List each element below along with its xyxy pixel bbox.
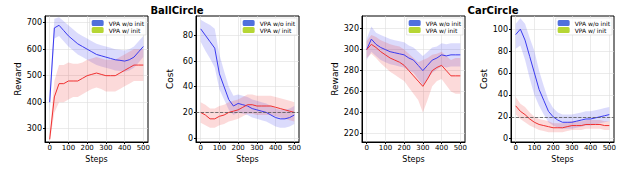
- svg-text:100: 100: [528, 144, 541, 152]
- svg-text:Reward: Reward: [330, 62, 340, 96]
- svg-text:Steps: Steps: [402, 155, 424, 164]
- svg-text:CarCircle: CarCircle: [468, 5, 519, 16]
- svg-text:100: 100: [379, 144, 392, 152]
- svg-text:200: 200: [546, 144, 559, 152]
- svg-text:500: 500: [27, 71, 42, 80]
- svg-text:VPA w/o init: VPA w/o init: [575, 20, 611, 27]
- svg-text:400: 400: [584, 144, 597, 152]
- svg-text:300: 300: [250, 144, 263, 152]
- svg-text:280: 280: [344, 66, 359, 75]
- svg-text:300: 300: [344, 45, 359, 54]
- svg-text:300: 300: [565, 144, 578, 152]
- svg-text:VPA w/o init: VPA w/o init: [426, 20, 462, 27]
- svg-text:Cost: Cost: [479, 69, 489, 89]
- svg-text:VPA w/o init: VPA w/o init: [109, 20, 145, 27]
- svg-text:100: 100: [62, 144, 75, 152]
- svg-text:Reward: Reward: [13, 62, 23, 96]
- svg-text:60: 60: [498, 68, 508, 77]
- svg-text:BallCircle: BallCircle: [150, 5, 203, 16]
- svg-text:0: 0: [47, 144, 51, 152]
- svg-text:300: 300: [99, 144, 112, 152]
- svg-text:100: 100: [213, 144, 226, 152]
- svg-text:500: 500: [454, 144, 467, 152]
- svg-text:VPA w/o init: VPA w/o init: [260, 20, 296, 27]
- svg-text:VPA w/ init: VPA w/ init: [575, 27, 607, 34]
- svg-text:300: 300: [27, 124, 42, 133]
- svg-text:260: 260: [344, 87, 359, 96]
- svg-text:0: 0: [198, 144, 202, 152]
- svg-text:500: 500: [288, 144, 301, 152]
- svg-text:500: 500: [603, 144, 616, 152]
- svg-text:240: 240: [344, 108, 359, 117]
- svg-text:VPA w/ init: VPA w/ init: [426, 27, 458, 34]
- svg-text:200: 200: [397, 144, 410, 152]
- svg-text:0: 0: [364, 144, 368, 152]
- svg-text:60: 60: [183, 57, 193, 66]
- svg-text:Steps: Steps: [551, 155, 573, 164]
- svg-text:40: 40: [498, 90, 508, 99]
- svg-text:320: 320: [344, 24, 359, 33]
- svg-text:700: 700: [27, 18, 42, 27]
- svg-text:400: 400: [435, 144, 448, 152]
- svg-text:0: 0: [503, 134, 508, 143]
- svg-text:80: 80: [498, 47, 508, 56]
- svg-text:200: 200: [80, 144, 93, 152]
- svg-text:220: 220: [344, 129, 359, 138]
- svg-text:100: 100: [493, 25, 508, 34]
- svg-text:400: 400: [118, 144, 131, 152]
- svg-text:0: 0: [188, 134, 193, 143]
- svg-text:VPA w/ init: VPA w/ init: [260, 27, 292, 34]
- svg-text:Steps: Steps: [236, 155, 258, 164]
- svg-text:20: 20: [498, 112, 508, 121]
- svg-text:20: 20: [183, 108, 193, 117]
- svg-text:0: 0: [513, 144, 517, 152]
- svg-text:40: 40: [183, 82, 193, 91]
- svg-text:Cost: Cost: [165, 69, 175, 89]
- svg-text:Steps: Steps: [85, 155, 107, 164]
- svg-text:400: 400: [269, 144, 282, 152]
- svg-text:400: 400: [27, 98, 42, 107]
- svg-text:200: 200: [231, 144, 244, 152]
- svg-text:80: 80: [183, 31, 193, 40]
- svg-text:VPA w/ init: VPA w/ init: [109, 27, 141, 34]
- svg-text:300: 300: [416, 144, 429, 152]
- svg-text:500: 500: [137, 144, 150, 152]
- svg-text:600: 600: [27, 45, 42, 54]
